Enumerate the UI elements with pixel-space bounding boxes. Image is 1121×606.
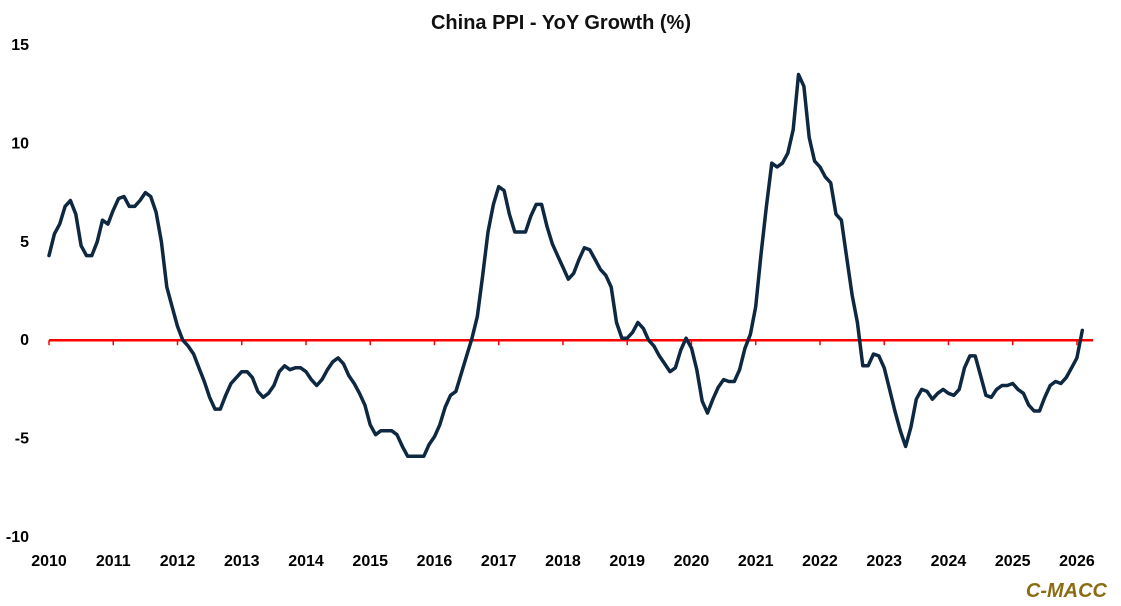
x-tick-label: 2012 (160, 553, 196, 570)
y-tick-label: -10 (6, 529, 29, 546)
x-tick-label: 2020 (674, 553, 710, 570)
brand-watermark: C-MACC (1026, 580, 1108, 602)
y-tick-label: 10 (11, 135, 29, 152)
x-tick-label: 2018 (545, 553, 581, 570)
y-axis-ticks: 15 10 5 0 -5 -10 (6, 37, 29, 546)
y-tick-label: 15 (11, 37, 29, 54)
x-tick-label: 2015 (352, 553, 388, 570)
x-tick-label: 2017 (481, 553, 517, 570)
x-tick-label: 2026 (1059, 553, 1095, 570)
x-tick-label: 2022 (802, 553, 838, 570)
x-tick-label: 2016 (417, 553, 453, 570)
series-line-ppi-yoy (47, 72, 1085, 459)
y-tick-label: -5 (15, 431, 29, 448)
x-tick-label: 2013 (224, 553, 260, 570)
x-tick-label: 2010 (31, 553, 67, 570)
chart-title: China PPI - YoY Growth (%) (431, 12, 691, 34)
x-tick-label: 2011 (96, 553, 131, 570)
x-tick-label: 2019 (609, 553, 645, 570)
x-tick-label: 2023 (866, 553, 902, 570)
x-axis: 2010 2011 2012 2013 2014 2015 2016 2017 2018 2019… (31, 340, 1095, 570)
x-tick-label: 2021 (738, 553, 774, 570)
y-tick-label: 0 (20, 332, 29, 349)
x-tick-label: 2024 (931, 553, 967, 570)
x-tick-label: 2025 (995, 553, 1031, 570)
y-tick-label: 5 (20, 234, 29, 251)
x-tick-label: 2014 (288, 553, 324, 570)
